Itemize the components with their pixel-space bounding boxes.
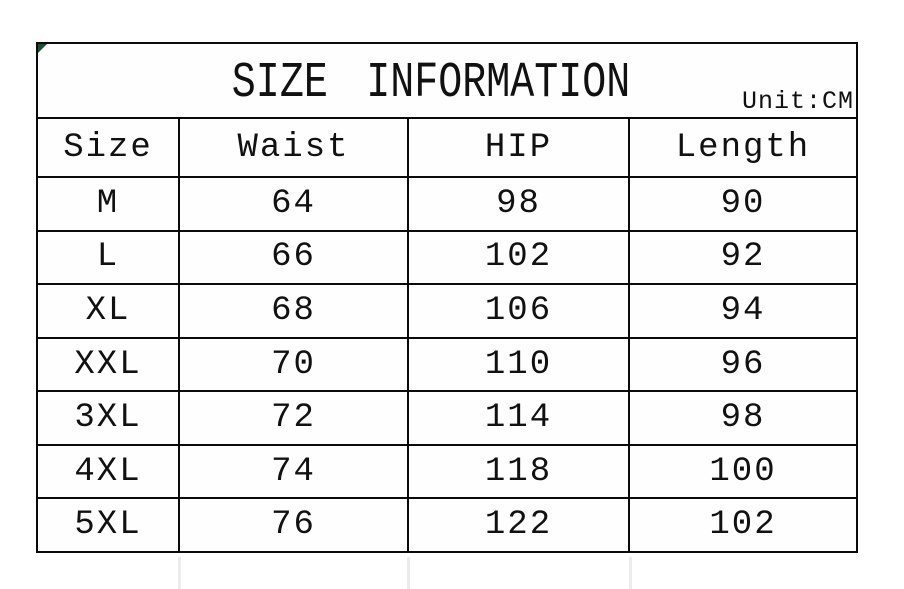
column-header-waist: Waist: [180, 119, 409, 176]
table-row: 3XL 72 114 98: [38, 390, 856, 444]
title-row: SIZE INFORMATION Unit:CM: [38, 44, 856, 117]
ghost-column-line: [629, 557, 632, 589]
size-cell: 3XL: [38, 392, 180, 444]
column-header-length: Length: [675, 128, 811, 167]
waist-cell: 76: [180, 499, 409, 552]
corner-mark-icon: [38, 44, 47, 53]
length-cell: 90: [720, 184, 766, 223]
size-table: SIZE INFORMATION Unit:CM Size Waist HIP …: [36, 42, 858, 553]
hip-cell: 110: [409, 338, 630, 391]
waist-cell: 64: [180, 178, 409, 230]
length-cell: 100: [709, 452, 777, 491]
hip-cell: 106: [409, 285, 630, 337]
ghost-column-line: [178, 557, 181, 589]
length-cell: 98: [720, 399, 766, 438]
page-title: SIZE INFORMATION: [231, 55, 631, 112]
length-cell: 92: [720, 238, 766, 277]
length-cell: 96: [720, 345, 766, 384]
size-cell: L: [38, 231, 180, 284]
size-cell: M: [38, 178, 180, 230]
hip-cell: 102: [409, 231, 630, 284]
waist-cell: 66: [180, 231, 409, 284]
size-cell: 5XL: [38, 499, 180, 552]
hip-cell: 118: [409, 445, 630, 498]
size-cell: XL: [38, 285, 180, 337]
table-row: XXL 70 110 96: [38, 336, 856, 391]
hip-cell: 114: [409, 392, 630, 444]
size-cell: 4XL: [38, 445, 180, 498]
waist-cell: 70: [180, 338, 409, 391]
size-cell: XXL: [38, 338, 180, 391]
waist-cell: 74: [180, 445, 409, 498]
hip-cell: 122: [409, 499, 630, 552]
table-row: L 66 102 92: [38, 229, 856, 284]
column-header-hip: HIP: [409, 119, 630, 176]
table-row: 5XL 76 122 102: [38, 497, 856, 552]
hip-cell: 98: [409, 178, 630, 230]
unit-label: Unit:CM: [741, 87, 854, 116]
table-row: M 64 98 90: [38, 176, 856, 230]
waist-cell: 72: [180, 392, 409, 444]
column-header-size: Size: [38, 119, 180, 176]
ghost-column-line: [407, 557, 410, 589]
length-cell: 102: [709, 506, 777, 545]
header-row: Size Waist HIP Length: [38, 117, 856, 176]
length-cell: 94: [720, 291, 766, 330]
table-row: 4XL 74 118 100: [38, 443, 856, 498]
table-row: XL 68 106 94: [38, 283, 856, 337]
waist-cell: 68: [180, 285, 409, 337]
